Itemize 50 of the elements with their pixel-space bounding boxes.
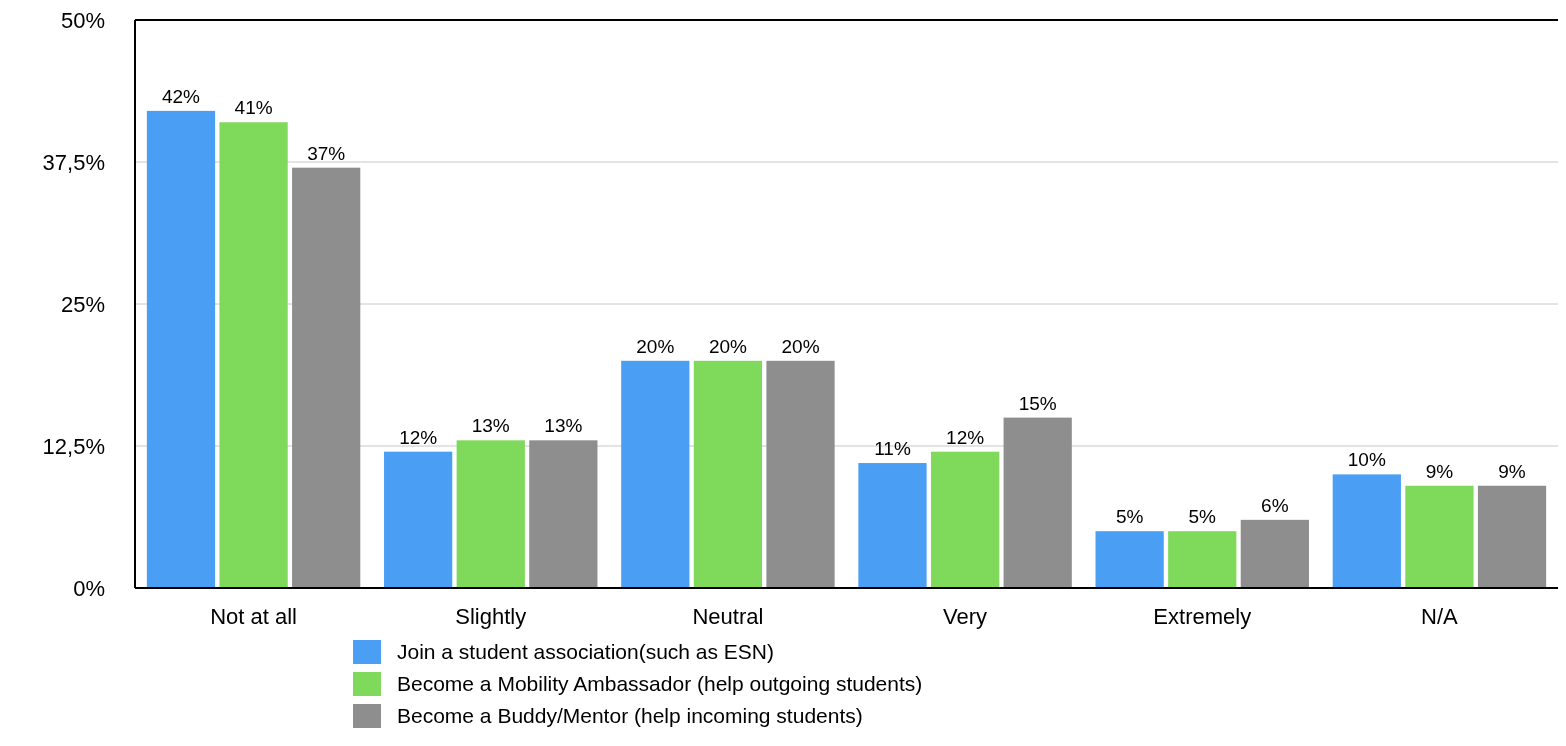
data-label: 20% [781,335,820,357]
bar [1168,531,1237,588]
data-label: 5% [1115,506,1144,528]
x-tick-label: Very [943,604,988,629]
data-label: 15% [1018,392,1057,414]
bar [292,167,361,588]
x-tick-label: Not at all [210,604,297,629]
data-label: 42% [161,85,201,107]
y-tick-label: 0% [73,575,105,601]
legend-label: Join a student association(such as ESN) [397,640,775,664]
data-label: 20% [636,335,675,357]
data-label: 13% [471,415,510,437]
bar [621,360,690,588]
data-label: 37% [307,142,346,164]
legend-label: Become a Mobility Ambassador (help outgoing students) [397,672,923,696]
bar [1095,531,1164,588]
bar [1332,474,1401,588]
x-tick-label: Neutral [692,604,764,629]
bar [384,451,453,588]
bar [693,360,763,588]
x-tick-label: Slightly [455,604,527,629]
data-label: 12% [946,426,985,448]
data-label: 20% [708,335,748,357]
y-tick-label: 12,5% [42,433,105,459]
y-tick-label: 50% [60,7,105,33]
bar [146,110,216,588]
legend-label: Become a Buddy/Mentor (help incoming students) [397,704,863,728]
data-label: 6% [1261,494,1289,516]
x-tick-label: Extremely [1153,604,1252,629]
y-tick-label: 25% [60,291,105,317]
data-label: 41% [234,97,273,119]
data-label: 10% [1347,449,1386,471]
data-label: 13% [544,415,583,437]
bar [1477,485,1547,588]
bar [858,463,927,588]
data-label: 9% [1498,460,1526,482]
x-tick-label: N/A [1421,604,1459,629]
bar [456,440,525,588]
y-tick-label: 37,5% [42,149,105,175]
bar [219,122,288,588]
bar [930,451,1000,588]
data-label: 9% [1425,460,1454,482]
bar [1240,519,1309,588]
data-label: 12% [399,426,438,448]
bar [529,440,598,588]
bar [1003,417,1072,588]
bar [766,360,835,588]
data-label: 5% [1188,506,1217,528]
data-label: 11% [874,438,911,460]
bar [1405,485,1474,588]
